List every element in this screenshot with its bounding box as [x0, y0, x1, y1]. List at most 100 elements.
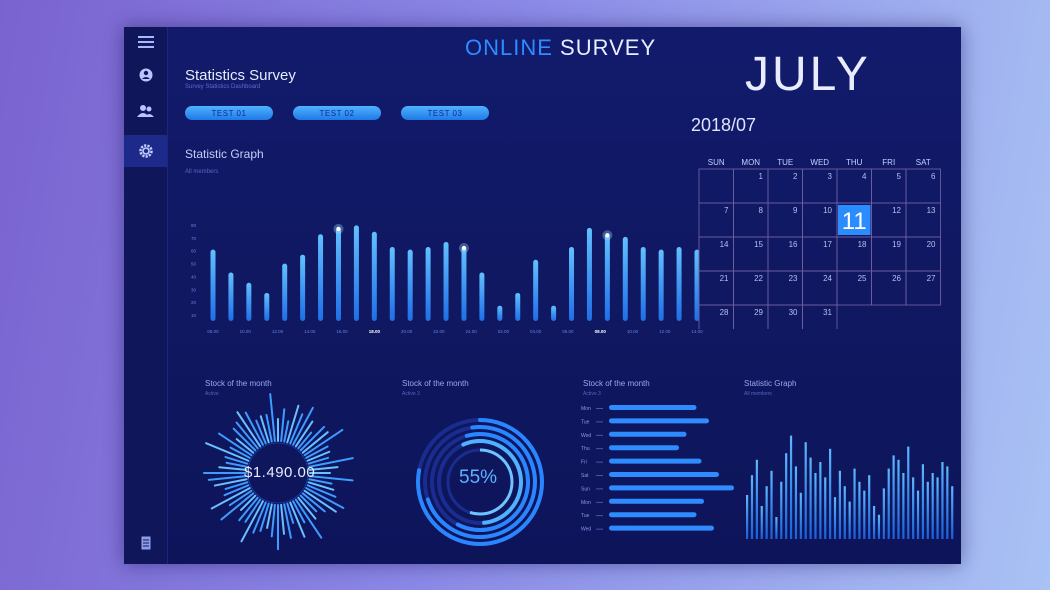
mini-bar	[907, 446, 910, 539]
calendar-day: 7	[724, 206, 729, 215]
calendar-day: 24	[823, 274, 832, 283]
sidebar-item-user[interactable]	[124, 59, 167, 91]
calendar-day: 21	[720, 274, 729, 283]
hbar-label: Wed	[581, 527, 591, 533]
calendar-year-month: 2018/07	[691, 115, 757, 135]
radial-ray	[301, 492, 326, 513]
radial-ray	[205, 442, 250, 462]
calendar-day-header: TUE	[777, 158, 793, 167]
radial-ray	[252, 501, 267, 534]
tab-test-03[interactable]: TEST 03	[401, 106, 489, 120]
mini-bar	[848, 501, 851, 539]
radial-ray	[301, 431, 329, 454]
mini-bar	[746, 495, 749, 539]
hbar-bar	[609, 445, 679, 451]
bar	[569, 247, 575, 321]
x-tick-label: 08.00	[207, 329, 219, 334]
radial-burst-chart	[202, 393, 354, 551]
calendar-day: 23	[789, 274, 798, 283]
mini-bar	[780, 481, 783, 539]
radial-ray	[299, 494, 318, 513]
radial-ray	[283, 503, 292, 539]
mini-bar	[785, 453, 788, 539]
y-tick-label: 10	[191, 313, 197, 318]
radial-ray	[286, 404, 300, 444]
radial-ray	[213, 478, 248, 487]
mini-bar	[824, 477, 827, 539]
x-tick-label: 24.00	[466, 329, 478, 334]
mini-bar	[770, 470, 773, 539]
radial-ray	[236, 411, 262, 448]
calendar-day: 14	[720, 240, 729, 249]
radial-ray	[280, 503, 285, 535]
bar	[210, 249, 216, 321]
hbar-panel-title: Stock of the month	[583, 379, 650, 388]
sidebar-item-document[interactable]	[124, 527, 167, 559]
bar	[228, 272, 234, 321]
bar	[443, 241, 449, 321]
radial-ray	[292, 406, 314, 446]
donut-progress-chart	[416, 418, 544, 546]
sidebar-item-settings[interactable]	[124, 135, 167, 167]
tab-test-01[interactable]: TEST 01	[185, 106, 273, 120]
mini-bar	[916, 490, 920, 539]
radial-panel-subtitle: Active	[205, 391, 219, 397]
x-tick-label: 20.00	[401, 329, 413, 334]
sidebar-item-users[interactable]	[124, 95, 167, 127]
radial-ray	[308, 475, 354, 482]
bar	[246, 282, 252, 321]
radial-ray	[306, 484, 337, 498]
mini-bar	[843, 486, 846, 539]
donut-progress	[446, 448, 514, 516]
radial-ray	[306, 450, 331, 462]
hbar-bar	[609, 458, 702, 464]
radial-ray	[294, 420, 314, 448]
mini-bar	[921, 464, 925, 539]
bar	[604, 234, 610, 321]
calendar-day: 2	[793, 172, 798, 181]
bar	[353, 225, 359, 321]
bar-glow-dot	[461, 245, 467, 251]
x-tick-label: 14.00	[304, 329, 316, 334]
hbar-bar	[609, 472, 719, 477]
donut-panel-title: Stock of the month	[402, 379, 469, 388]
radial-ray	[299, 425, 326, 452]
bar	[533, 259, 539, 321]
survey-subtitle: Survey Statistics Dashboard	[185, 84, 261, 90]
tab-test-02[interactable]: TEST 02	[293, 106, 381, 120]
bar-glow-dot	[336, 226, 341, 232]
hbar-label: Mon	[581, 500, 591, 506]
mini-bar	[775, 517, 778, 539]
radial-ray	[224, 481, 249, 490]
y-tick-label: 80	[191, 223, 197, 228]
calendar-day: 9	[793, 206, 798, 215]
radial-ray	[240, 494, 257, 511]
bar	[300, 254, 306, 321]
calendar-selected-day: 11	[842, 208, 867, 235]
bar	[389, 247, 395, 321]
mini-bar	[902, 473, 905, 539]
radial-ray	[220, 492, 255, 521]
test-tabs: TEST 01 TEST 02 TEST 03	[185, 106, 489, 120]
x-tick-label: 06.00	[562, 329, 574, 334]
mini-bar	[760, 506, 763, 539]
menu-icon[interactable]	[138, 36, 154, 48]
calendar-day: 31	[823, 308, 832, 317]
bar	[282, 263, 288, 321]
mini-bar	[892, 455, 895, 539]
gear-icon	[138, 144, 153, 158]
statistic-graph-title: Statistic Graph	[185, 147, 264, 161]
calendar-day: 12	[892, 206, 901, 215]
mini-bar	[872, 506, 876, 539]
calendar-day: 3	[828, 172, 833, 181]
y-tick-label: 40	[191, 274, 197, 279]
radial-ray	[232, 427, 257, 452]
mini-bar	[750, 475, 754, 539]
bar-glow-dot	[605, 233, 610, 238]
hbar-bar	[609, 485, 734, 491]
radial-ray	[294, 498, 323, 539]
hbar-label: Fri	[581, 460, 587, 466]
bar	[335, 227, 341, 321]
bar	[515, 292, 521, 321]
calendar-day-header: MON	[741, 158, 760, 167]
